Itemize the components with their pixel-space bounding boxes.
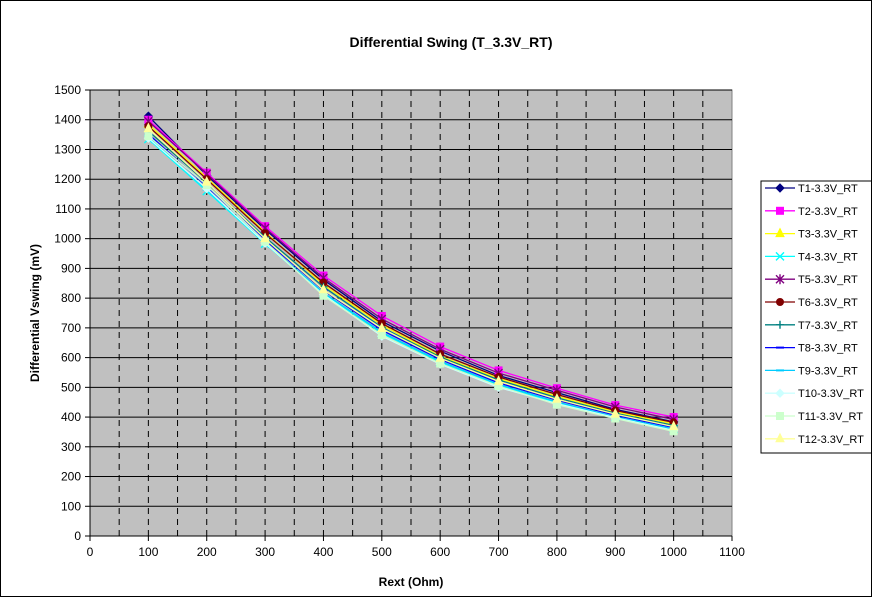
y-tick-label: 0 <box>74 529 81 543</box>
series-line <box>147 125 674 424</box>
x-tick-label: 1100 <box>719 545 745 559</box>
series-12 <box>143 122 679 431</box>
y-tick-label: 700 <box>61 321 81 335</box>
x-tick-label: 100 <box>138 545 158 559</box>
axes: 0100200300400500600700800900100011001200… <box>54 83 745 559</box>
y-tick-label: 800 <box>61 291 81 305</box>
legend-label: T7-3.3V_RT <box>798 320 858 332</box>
y-tick-label: 600 <box>61 351 81 365</box>
data-point <box>775 274 785 285</box>
series-line <box>147 115 674 423</box>
x-tick-label: 500 <box>372 545 392 559</box>
data-point <box>435 352 445 362</box>
data-point <box>776 206 784 215</box>
data-point <box>144 132 153 141</box>
y-tick-label: 1400 <box>54 113 81 127</box>
series-line <box>147 135 674 432</box>
y-tick-label: 100 <box>61 499 81 513</box>
y-tick-label: 500 <box>61 380 81 394</box>
x-tick-label: 1000 <box>660 545 687 559</box>
legend-item: T1-3.3V_RT <box>765 183 858 195</box>
legend-label: T9-3.3V_RT <box>798 365 858 377</box>
x-tick-label: 900 <box>605 545 625 559</box>
x-axis-label: Rext (Ohm) <box>379 575 444 589</box>
data-point <box>318 283 329 294</box>
legend-item: T11-3.3V_RT <box>765 411 863 423</box>
legend-item: T3-3.3V_RT <box>765 227 858 241</box>
y-tick-label: 200 <box>61 470 81 484</box>
x-tick-label: 700 <box>489 545 509 559</box>
legend-item: T7-3.3V_RT <box>765 320 858 332</box>
data-point <box>775 432 785 443</box>
series-line <box>147 123 674 425</box>
legend-label: T12-3.3V_RT <box>798 434 864 446</box>
legend-item: T12-3.3V_RT <box>765 432 864 446</box>
y-tick-label: 1500 <box>54 83 81 97</box>
legend-label: T4-3.3V_RT <box>798 251 858 263</box>
data-point <box>377 322 387 332</box>
chart-title: Differential Swing (T_3.3V_RT) <box>349 34 552 50</box>
x-tick-label: 0 <box>87 545 94 559</box>
series-line <box>147 120 674 421</box>
data-point <box>552 393 562 403</box>
y-tick-label: 1000 <box>54 232 81 246</box>
y-axis-label: Differential Vswing (mV) <box>28 244 42 382</box>
series-line <box>147 137 674 432</box>
legend-label: T3-3.3V_RT <box>798 229 858 241</box>
legend-item: T6-3.3V_RT <box>765 297 858 309</box>
legend: T1-3.3V_RT T2-3.3V_RT T3-3.3V_RT T4-3.3V_RT… <box>760 180 872 454</box>
legend-box <box>760 180 872 454</box>
data-point <box>775 388 785 398</box>
legend-label: T8-3.3V_RT <box>798 343 858 355</box>
legend-label: T2-3.3V_RT <box>798 206 858 218</box>
data-point <box>775 227 785 238</box>
data-point <box>201 176 212 186</box>
legend-label: T6-3.3V_RT <box>798 297 858 309</box>
series-layer <box>143 111 679 436</box>
data-point <box>775 183 785 193</box>
legend-item: T2-3.3V_RT <box>765 206 858 218</box>
x-tick-label: 800 <box>547 545 567 559</box>
data-point <box>776 320 784 329</box>
legend-item: T10-3.3V_RT <box>765 388 864 400</box>
data-point <box>260 232 270 243</box>
data-point <box>143 122 154 133</box>
legend-item: T9-3.3V_RT <box>765 365 858 377</box>
y-tick-label: 400 <box>61 410 81 424</box>
x-tick-label: 400 <box>313 545 333 559</box>
legend-label: T5-3.3V_RT <box>798 274 858 286</box>
y-tick-label: 300 <box>61 440 81 454</box>
legend-item: T4-3.3V_RT <box>765 251 858 263</box>
y-tick-label: 1300 <box>54 142 81 156</box>
data-point <box>668 420 679 431</box>
series-line <box>147 119 674 418</box>
data-point <box>493 375 504 385</box>
data-point <box>377 331 386 340</box>
x-tick-label: 300 <box>255 545 275 559</box>
legend-item: T8-3.3V_RT <box>765 343 858 355</box>
legend-label: T1-3.3V_RT <box>798 183 858 195</box>
data-point <box>776 298 784 306</box>
x-tick-label: 600 <box>430 545 450 559</box>
data-point <box>775 251 785 261</box>
legend-label: T10-3.3V_RT <box>798 388 864 400</box>
legend-item: T5-3.3V_RT <box>765 274 858 286</box>
data-point <box>776 412 784 420</box>
y-tick-label: 1100 <box>55 202 81 216</box>
y-tick-label: 900 <box>61 261 81 275</box>
grid-lines <box>90 89 732 536</box>
x-tick-label: 200 <box>197 545 217 559</box>
series-line <box>147 128 674 428</box>
legend-label: T11-3.3V_RT <box>798 411 863 423</box>
data-point <box>610 407 621 418</box>
y-tick-label: 1200 <box>54 172 81 186</box>
